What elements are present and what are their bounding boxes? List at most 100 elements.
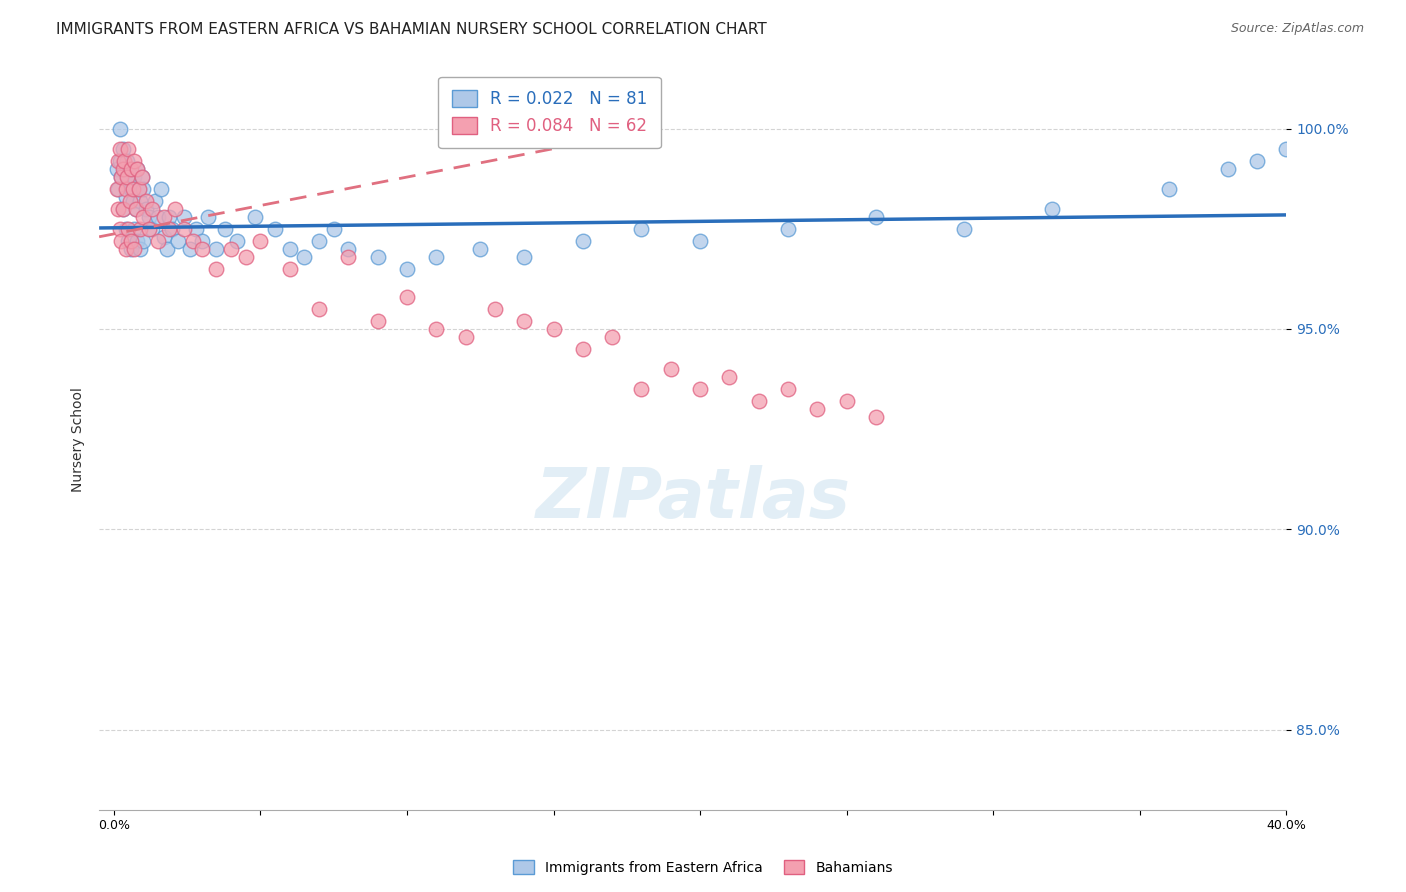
Point [125,202,148,216]
Point [308,234,330,248]
Point [395,261,418,276]
Point [112,153,135,168]
Point [117,169,139,184]
Point [308,301,330,316]
Point [120,161,142,176]
Point [214,221,236,235]
Point [112,161,135,176]
Point [131,169,153,184]
Point [110,169,132,184]
Point [748,394,770,409]
Point [806,402,828,417]
Point [778,221,800,235]
Point [143,194,166,208]
Point [110,234,132,248]
Point [107,182,129,196]
Point [1275,142,1298,156]
Legend: R = 0.022   N = 81, R = 0.084   N = 62: R = 0.022 N = 81, R = 0.084 N = 62 [439,77,661,148]
Point [114,242,136,256]
Point [173,210,195,224]
Point [205,242,228,256]
Point [367,250,389,264]
Point [249,234,271,248]
Point [107,153,129,168]
Point [264,221,287,235]
Point [181,234,204,248]
Point [278,261,301,276]
Point [121,182,143,196]
Point [146,234,169,248]
Point [953,221,976,235]
Point [600,330,623,344]
Point [1289,121,1312,136]
Point [124,169,146,184]
Point [197,210,219,224]
Point [117,221,139,235]
Point [470,242,492,256]
Point [138,221,160,235]
Point [146,210,169,224]
Text: IMMIGRANTS FROM EASTERN AFRICA VS BAHAMIAN NURSERY SCHOOL CORRELATION CHART: IMMIGRANTS FROM EASTERN AFRICA VS BAHAMI… [56,22,768,37]
Point [659,362,682,376]
Point [425,322,447,336]
Point [454,330,477,344]
Point [114,190,136,204]
Point [105,182,128,196]
Point [111,161,134,176]
Text: Source: ZipAtlas.com: Source: ZipAtlas.com [1230,22,1364,36]
Point [114,221,136,235]
Y-axis label: Nursery School: Nursery School [72,386,86,491]
Point [865,210,887,224]
Point [111,202,134,216]
Point [128,182,150,196]
Point [190,242,212,256]
Point [110,169,132,184]
Point [226,234,249,248]
Point [1040,202,1063,216]
Point [718,370,741,384]
Point [155,242,177,256]
Point [689,234,711,248]
Point [108,121,131,136]
Point [630,382,652,396]
Point [120,234,142,248]
Point [132,210,155,224]
Point [135,194,157,208]
Point [138,210,160,224]
Point [124,221,146,235]
Point [1305,121,1327,136]
Point [152,210,174,224]
Point [129,221,152,235]
Point [395,290,418,304]
Point [149,182,172,196]
Point [129,242,152,256]
Point [167,234,190,248]
Point [128,182,150,196]
Point [111,202,134,216]
Point [117,142,139,156]
Point [120,182,142,196]
Point [322,221,344,235]
Point [152,229,174,244]
Point [778,382,800,396]
Point [484,301,506,316]
Point [165,202,187,216]
Point [190,234,212,248]
Point [121,194,143,208]
Point [425,250,447,264]
Point [513,250,536,264]
Point [337,242,360,256]
Point [689,382,711,396]
Point [243,210,266,224]
Point [115,153,138,168]
Point [205,261,228,276]
Point [235,250,257,264]
Point [111,142,134,156]
Point [1216,161,1239,176]
Point [219,242,242,256]
Point [159,221,181,235]
Point [337,250,360,264]
Point [572,234,595,248]
Point [129,194,152,208]
Point [159,210,181,224]
